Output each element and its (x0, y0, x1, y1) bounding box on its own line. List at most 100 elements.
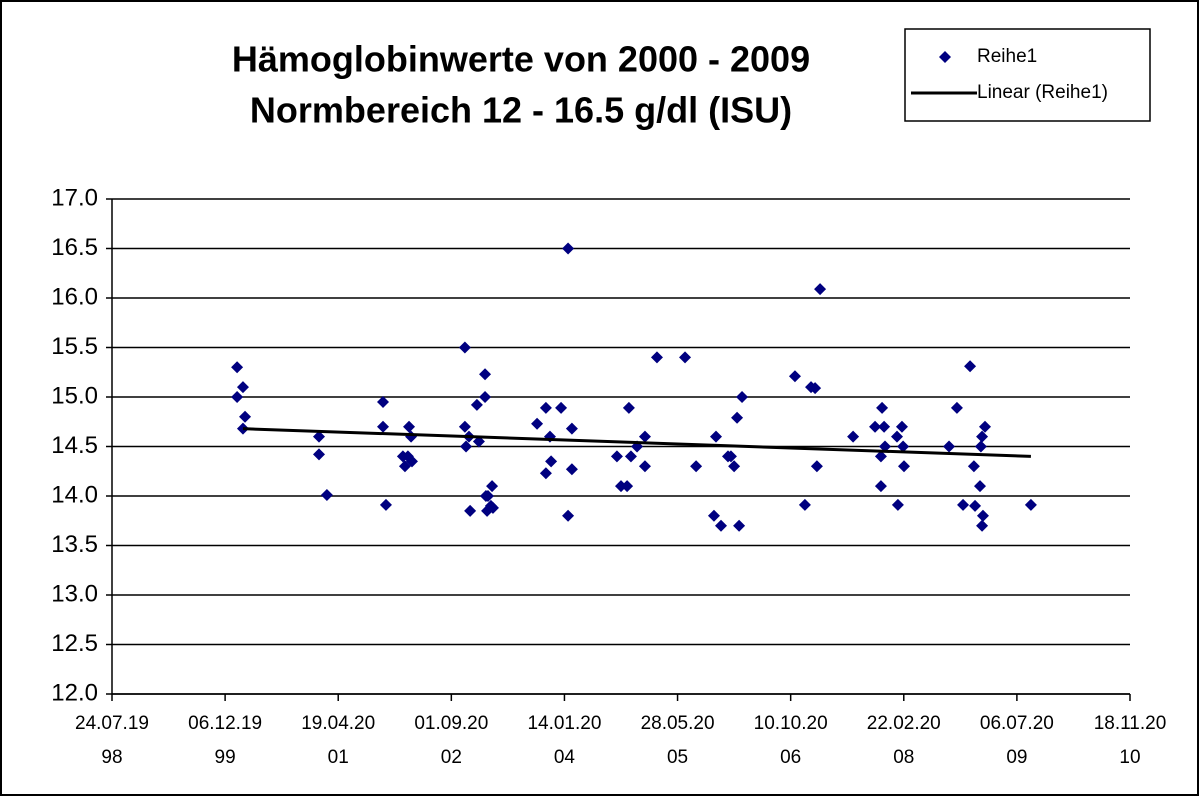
x-tick-label: 06.07.20 09 (980, 713, 1054, 768)
x-tick-label: 22.02.20 08 (867, 713, 941, 768)
data-point (565, 422, 578, 435)
y-tick-label: 16.0 (51, 283, 98, 310)
y-tick-label: 16.5 (51, 234, 98, 261)
trend-line (242, 427, 1031, 458)
data-point (479, 368, 492, 381)
data-point (874, 450, 887, 463)
data-point (788, 370, 801, 383)
data-point (879, 440, 892, 453)
data-point (810, 460, 823, 473)
data-point (731, 411, 744, 424)
data-point (231, 361, 244, 374)
data-point (957, 498, 970, 511)
data-point (531, 417, 544, 430)
data-point (460, 440, 473, 453)
data-point (950, 401, 963, 414)
legend-label: Reihe1 (977, 46, 1037, 67)
data-point (555, 401, 568, 414)
legend-label: Linear (Reihe1) (977, 82, 1108, 103)
x-tick-label: 01.09.20 02 (414, 713, 488, 768)
data-point (724, 450, 737, 463)
data-point (231, 391, 244, 403)
chart-subtitle: Normbereich 12 - 16.5 g/dl (ISU) (250, 90, 792, 131)
data-point (976, 430, 989, 443)
data-point (638, 460, 651, 473)
data-point (610, 450, 623, 463)
data-point (470, 398, 483, 411)
chart-title: Hämoglobinwerte von 2000 - 2009 (232, 39, 810, 80)
data-point (736, 391, 749, 403)
data-point (679, 351, 692, 364)
data-point (976, 509, 989, 522)
y-tick-label: 15.0 (51, 382, 98, 409)
data-point (320, 489, 333, 502)
data-point (974, 480, 987, 493)
x-tick-label: 28.05.20 05 (641, 713, 715, 768)
data-point (464, 504, 477, 517)
data-point (650, 351, 663, 364)
data-point (545, 455, 558, 468)
y-tick-label: 14.5 (51, 432, 98, 459)
data-point (874, 480, 887, 493)
data-point (621, 480, 634, 493)
data-point (976, 519, 989, 532)
data-point (479, 391, 492, 403)
data-point (890, 430, 903, 443)
data-point (964, 360, 977, 373)
data-point (458, 341, 471, 354)
data-point (707, 509, 720, 522)
y-tick-label: 13.0 (51, 580, 98, 607)
legend-box (904, 28, 1151, 122)
data-point (377, 420, 390, 433)
data-point (562, 242, 575, 255)
data-point (728, 460, 741, 473)
data-point (236, 381, 249, 394)
data-point (898, 460, 911, 473)
data-point (239, 410, 252, 423)
data-point (733, 519, 746, 532)
legend-marker (939, 51, 951, 63)
data-point (876, 401, 889, 414)
data-point (978, 420, 991, 433)
data-point (405, 455, 418, 468)
data-point (539, 467, 552, 480)
data-point (969, 499, 982, 512)
data-point (622, 401, 635, 414)
data-point (869, 420, 882, 433)
x-tick-label: 10.10.20 06 (754, 713, 828, 768)
y-tick-label: 15.5 (51, 333, 98, 360)
y-tick-label: 14.0 (51, 481, 98, 508)
x-tick-label: 18.11.20 10 (1094, 713, 1167, 768)
data-point (690, 460, 703, 473)
data-point (895, 420, 908, 433)
x-tick-label: 19.04.20 01 (301, 713, 375, 768)
data-point (814, 283, 827, 296)
y-tick-label: 13.5 (51, 531, 98, 558)
y-tick-label: 17.0 (51, 184, 98, 211)
data-point (615, 480, 627, 493)
x-tick-label: 24.07.19 98 (75, 713, 149, 768)
data-point (809, 382, 822, 395)
x-tick-label: 06.12.19 99 (188, 713, 262, 768)
data-point (967, 460, 980, 473)
data-point (312, 430, 325, 443)
data-point (1024, 498, 1037, 511)
data-point (377, 395, 390, 408)
data-point (891, 498, 904, 511)
data-point (486, 501, 499, 514)
data-point (539, 401, 552, 414)
data-point (403, 420, 416, 433)
data-point (624, 450, 637, 463)
data-point (878, 420, 891, 433)
data-point (714, 519, 727, 532)
data-point (486, 480, 499, 493)
data-point (710, 430, 723, 443)
data-point (312, 448, 325, 461)
y-tick-label: 12.5 (51, 630, 98, 657)
data-point (798, 498, 811, 511)
data-point (562, 509, 575, 522)
data-point (458, 420, 471, 433)
data-point (379, 498, 392, 511)
